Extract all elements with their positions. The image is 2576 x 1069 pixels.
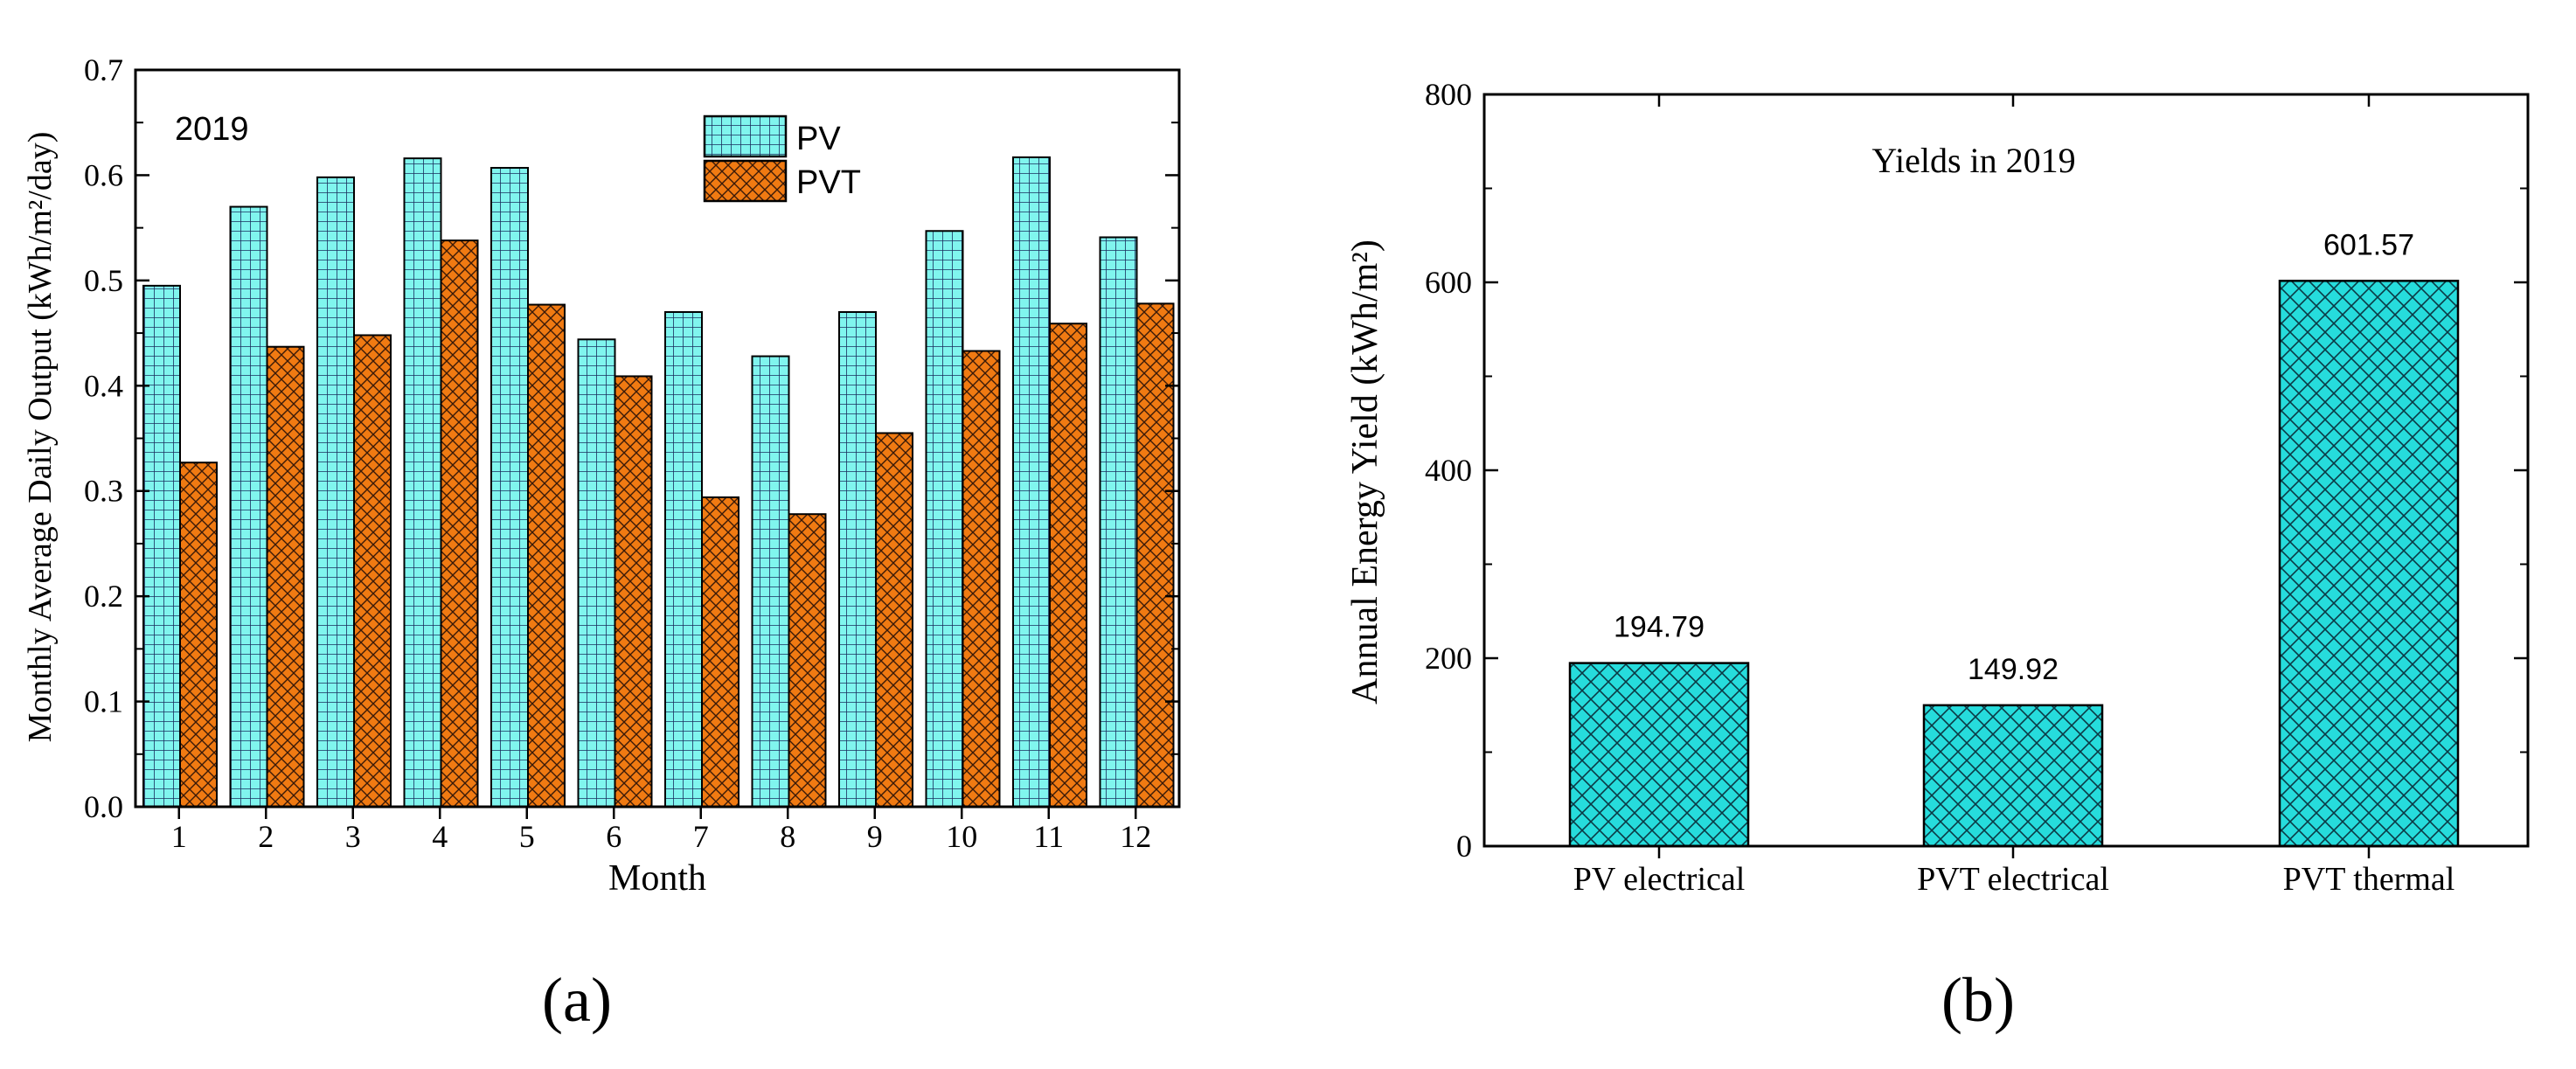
x-tick-label: 1 [171, 819, 187, 854]
panel-a-legend: PV PVT [703, 115, 861, 203]
panel-a-y-axis-title: Monthly Average Daily Output (kWh/m²/day… [22, 132, 59, 743]
y-tick-label: 0.3 [84, 474, 123, 509]
x-tick-label: 4 [432, 819, 448, 854]
legend-pvt-swatch [703, 159, 788, 203]
x-tick-label: 11 [1033, 819, 1064, 854]
y-tick-label: 0.4 [84, 368, 123, 403]
x-category-label: PVT electrical [1917, 861, 2109, 898]
pv-bar [1099, 236, 1138, 808]
pvt-bar [179, 462, 218, 808]
x-tick-label: 7 [693, 819, 709, 854]
yield-bar [2278, 280, 2460, 848]
pvt-bar [788, 513, 827, 808]
x-tick-label: 12 [1120, 819, 1151, 854]
pv-bar [142, 284, 181, 808]
y-tick-label: 200 [1425, 641, 1472, 676]
legend-pv-label: PV [796, 121, 841, 157]
pvt-bar [1049, 323, 1087, 808]
pvt-bar [962, 350, 1001, 808]
yield-bar [1568, 662, 1750, 848]
pvt-bar [440, 239, 479, 808]
pv-bar [838, 310, 877, 808]
panel-b-bars [1568, 280, 2460, 848]
y-tick-label: 0.0 [84, 789, 123, 824]
pv-bar [1012, 156, 1051, 809]
x-tick-label: 5 [519, 819, 535, 854]
y-tick-label: 0.1 [84, 684, 123, 719]
yield-bar [1922, 704, 2104, 848]
pv-bar [751, 355, 790, 808]
pv-bar [229, 205, 268, 809]
y-tick-label: 0.5 [84, 263, 123, 298]
legend-pvt-label: PVT [796, 164, 861, 201]
y-tick-label: 0.6 [84, 157, 123, 192]
y-tick-label: 600 [1425, 265, 1472, 300]
pvt-bar [266, 345, 305, 808]
bar-value-label: 601.57 [2323, 228, 2414, 261]
panel-b-y-axis: 0 200 400 600 800 [1425, 77, 2528, 864]
panel-a-label: (a) [542, 965, 612, 1035]
panel-b-y-axis-title: Annual Energy Yield (kWh/m²) [1345, 239, 1385, 705]
y-tick-label: 0.7 [84, 52, 123, 87]
pvt-bar [875, 432, 913, 808]
pv-bar [403, 157, 442, 809]
panel-a-x-axis: 1 2 3 4 5 6 7 8 9 10 11 12 [171, 807, 1151, 854]
x-tick-label: 8 [780, 819, 795, 854]
panel-b-label: (b) [1941, 965, 2015, 1035]
pv-bar [925, 230, 964, 808]
y-tick-label: 0.2 [84, 579, 123, 614]
x-tick-label: 6 [606, 819, 621, 854]
panel-b-chart: 194.79 149.92 601.57 0 200 400 600 800 PV elec… [1345, 77, 2530, 1035]
panel-a-y-axis: 0.0 0.1 0.2 0.3 0.4 0.5 0.6 0.7 [84, 52, 1179, 824]
bar-value-label: 149.92 [1968, 653, 2059, 686]
pv-bar [664, 310, 703, 808]
pvt-bar [701, 496, 739, 808]
y-tick-label: 400 [1425, 453, 1472, 488]
x-category-label: PV electrical [1573, 861, 1746, 898]
x-tick-label: 3 [345, 819, 361, 854]
bar-value-label: 194.79 [1614, 611, 1705, 644]
panel-a-bars [142, 156, 1175, 809]
pv-bar [316, 176, 355, 808]
x-tick-label: 2 [258, 819, 274, 854]
y-tick-label: 0 [1456, 829, 1472, 864]
legend-pv-swatch [703, 115, 788, 158]
x-tick-label: 10 [946, 819, 977, 854]
y-tick-label: 800 [1425, 77, 1472, 112]
x-tick-label: 9 [867, 819, 883, 854]
panel-a-year-label: 2019 [175, 111, 249, 148]
panel-a-chart: 0.00.10.20.30.40.50.60.7 1 2 3 4 5 6 7 8 9 10 11 12… [22, 52, 1181, 1035]
pv-bar [490, 166, 529, 808]
panel-b-x-axis: PV electrical PVT electrical PVT thermal [1573, 846, 2455, 898]
x-category-label: PVT thermal [2283, 861, 2455, 898]
pvt-bar [527, 303, 566, 808]
pvt-bar [353, 334, 392, 809]
panel-b-value-labels: 194.79 149.92 601.57 [1614, 228, 2414, 686]
pvt-bar [1135, 302, 1175, 808]
panel-b-title: Yields in 2019 [1871, 141, 2075, 180]
panel-a-x-axis-title: Month [608, 858, 706, 899]
pv-bar [577, 338, 616, 809]
pvt-bar [614, 375, 653, 808]
